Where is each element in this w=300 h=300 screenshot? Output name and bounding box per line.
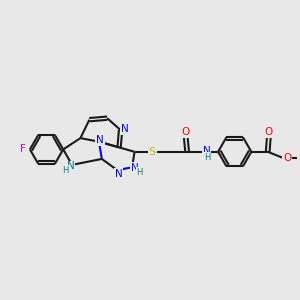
- Text: S: S: [148, 147, 156, 157]
- Text: N: N: [203, 146, 211, 156]
- Text: O: O: [265, 127, 273, 137]
- Text: N: N: [67, 161, 74, 171]
- Text: N: N: [121, 124, 129, 134]
- Text: H: H: [136, 168, 143, 177]
- Text: H: H: [204, 153, 211, 162]
- Text: O: O: [283, 153, 291, 163]
- Text: N: N: [131, 163, 139, 173]
- Text: F: F: [20, 144, 26, 154]
- Text: H: H: [62, 166, 69, 175]
- Text: N: N: [115, 169, 123, 179]
- Text: N: N: [96, 135, 104, 145]
- Text: O: O: [182, 127, 190, 137]
